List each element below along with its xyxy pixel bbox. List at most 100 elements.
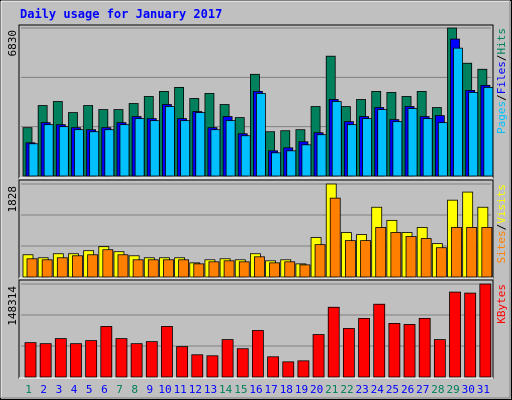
bar [104,129,115,177]
bar [221,339,234,378]
bar [115,338,128,378]
bar [163,259,174,278]
x-tick-label: 11 [174,383,187,396]
bar [481,227,493,278]
bar [286,150,297,177]
x-tick-label: 16 [249,383,262,396]
bar [39,343,52,378]
bar [301,144,312,177]
x-tick-label: 19 [295,383,308,396]
bar [43,124,54,177]
bar [161,326,173,378]
bar [312,334,325,378]
bar [271,152,281,177]
legend: Pages/Files/Hits [495,28,508,134]
bar [373,303,386,378]
bar [119,124,130,177]
bar [407,108,418,177]
bar [149,120,160,177]
bar [392,121,403,177]
bar [422,118,433,177]
bar [28,143,39,177]
bar [464,292,477,378]
bar [433,339,446,378]
bar [89,131,100,177]
x-tick-label: 31 [477,383,490,396]
bar [327,306,340,378]
bar [236,348,249,378]
bar [479,283,492,378]
bar [165,106,175,177]
bar [130,343,143,378]
bar [282,361,295,378]
bar [252,330,264,378]
legend: KBytes [495,284,508,324]
x-tick-label: 27 [416,383,429,396]
x-tick-label: 22 [340,383,353,396]
bar [299,264,311,278]
bar [390,232,402,278]
x-tick-label: 13 [204,383,217,396]
legend-separator: / [495,94,508,101]
x-tick-label: 20 [310,383,323,396]
bar [208,261,220,278]
legend-entry: Pages [495,101,508,134]
bar [193,263,205,278]
bar [85,340,98,378]
x-tick-label: 3 [56,383,63,396]
bar [41,259,53,278]
x-tick-label: 5 [86,383,93,396]
bar [314,244,326,278]
x-tick-label: 28 [431,383,444,396]
bar [225,120,236,177]
bar [466,227,478,278]
bar [435,247,447,278]
bar [87,254,99,278]
y-tick-label: 148314 [6,286,19,326]
x-tick-label: 14 [219,383,233,396]
bar [358,317,370,378]
bar [342,328,355,378]
bar [54,338,67,378]
x-tick-label: 6 [101,383,108,396]
legend-separator: / [495,55,508,62]
legend-entry: Hits [495,28,508,55]
bar [70,343,82,378]
bar [210,129,221,177]
bar [240,135,251,177]
x-tick-label: 7 [116,383,123,396]
bar [267,356,279,378]
x-tick-label: 8 [131,383,138,396]
bar [206,355,219,378]
bar [269,262,280,278]
x-tick-label: 24 [371,383,385,396]
x-tick-label: 18 [280,383,293,396]
bar [483,87,494,177]
legend-entry: KBytes [495,284,508,324]
bar [191,354,204,378]
x-tick-label: 26 [401,383,414,396]
bar [451,227,462,278]
bar [331,101,342,177]
bar [26,258,38,278]
legend: Sites/Visits [495,184,508,264]
bar [147,259,159,278]
x-tick-label: 15 [234,383,247,396]
x-tick-label: 1 [25,383,32,396]
bar [72,255,83,278]
x-tick-label: 4 [71,383,78,396]
bar [388,323,401,378]
bar [329,197,341,278]
bar [102,249,114,278]
bar [254,256,265,278]
x-tick-label: 17 [265,383,278,396]
bar [195,112,206,177]
bar [420,238,432,278]
x-tick-label: 30 [462,383,475,396]
x-tick-label: 23 [356,383,369,396]
bar [468,92,479,177]
bar [360,240,371,278]
legend-separator: / [495,224,508,231]
legend-entry: Visits [495,184,508,224]
